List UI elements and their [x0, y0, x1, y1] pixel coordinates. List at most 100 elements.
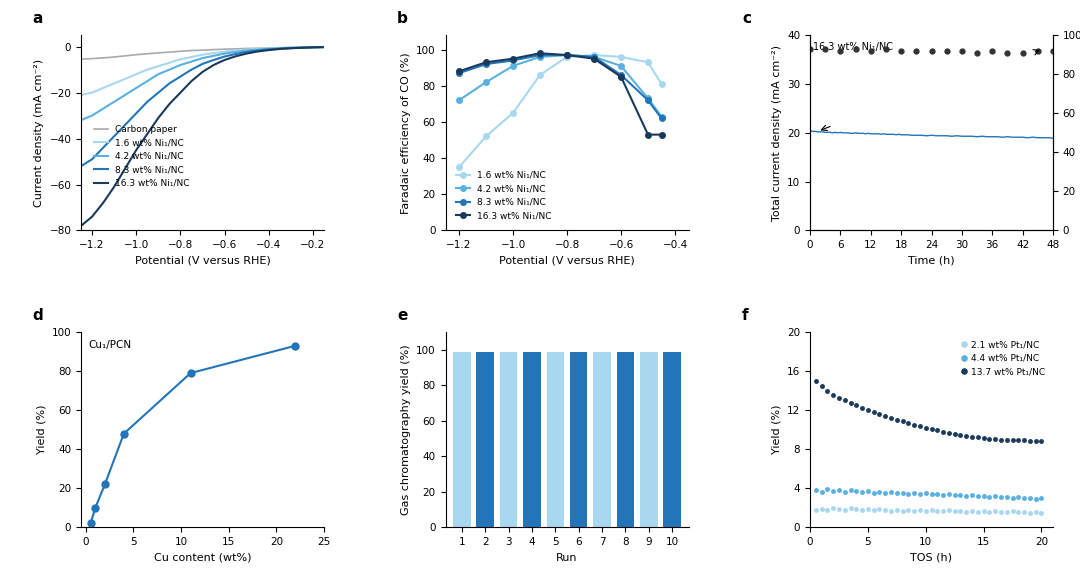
1.6 wt% Ni₁/NC — [534, 71, 546, 79]
8.3 wt% Ni₁/NC — [642, 97, 654, 104]
13.7 wt% Pt₁/NC — [931, 426, 944, 433]
2.1 wt% Pt₁/NC — [867, 506, 880, 513]
Carbon paper — [207, 46, 220, 53]
2.1 wt% Pt₁/NC — [838, 506, 851, 513]
1.6 wt% Ni₁/NC — [218, 48, 231, 55]
Carbon paper — [163, 49, 176, 56]
16.3 wt% Ni₁/NC — [507, 55, 519, 62]
13.7 wt% Pt₁/NC — [914, 423, 927, 430]
Carbon paper — [273, 45, 286, 52]
Text: e: e — [397, 308, 407, 323]
2.1 wt% Pt₁/NC — [924, 506, 937, 513]
8.3 wt% Ni₁/NC — [307, 44, 320, 51]
2.1 wt% Pt₁/NC — [936, 507, 949, 515]
16.3 wt% Ni₁/NC — [119, 165, 132, 172]
8.3 wt% Ni₁/NC — [561, 52, 573, 59]
16.3 wt% Ni₁/NC — [229, 53, 242, 60]
Line: 4.2 wt% Ni₁/NC: 4.2 wt% Ni₁/NC — [456, 52, 664, 120]
4.2 wt% Ni₁/NC — [229, 49, 242, 56]
1.6 wt% Ni₁/NC — [240, 46, 253, 53]
1.6 wt% Ni₁/NC — [197, 51, 210, 58]
4.4 wt% Pt₁/NC — [1007, 495, 1020, 502]
8.3 wt% Ni₁/NC — [185, 66, 198, 73]
4.4 wt% Pt₁/NC — [988, 493, 1001, 500]
X-axis label: Time (h): Time (h) — [908, 255, 955, 266]
2.1 wt% Pt₁/NC — [954, 507, 967, 515]
1.6 wt% Ni₁/NC — [273, 45, 286, 52]
Y-axis label: Total current density (mA cm⁻²): Total current density (mA cm⁻²) — [771, 45, 782, 221]
2.1 wt% Pt₁/NC — [855, 506, 868, 513]
2.1 wt% Pt₁/NC — [902, 506, 915, 513]
13.7 wt% Pt₁/NC — [936, 428, 949, 435]
4.2 wt% Ni₁/NC — [534, 53, 546, 60]
4.4 wt% Pt₁/NC — [936, 492, 949, 499]
2.1 wt% Pt₁/NC — [907, 507, 920, 515]
16.3 wt% Ni₁/NC — [75, 222, 87, 229]
Text: 16.3 wt% Ni₁/NC: 16.3 wt% Ni₁/NC — [812, 42, 892, 52]
4.2 wt% Ni₁/NC — [119, 91, 132, 98]
2.1 wt% Pt₁/NC — [873, 505, 886, 512]
8.3 wt% Ni₁/NC — [240, 49, 253, 56]
13.7 wt% Pt₁/NC — [960, 432, 973, 439]
4.2 wt% Ni₁/NC — [252, 46, 265, 53]
2.1 wt% Pt₁/NC — [943, 506, 956, 513]
Carbon paper — [218, 46, 231, 53]
4.4 wt% Pt₁/NC — [873, 489, 886, 496]
4.4 wt% Pt₁/NC — [914, 490, 927, 498]
2.1 wt% Pt₁/NC — [826, 505, 839, 512]
13.7 wt% Pt₁/NC — [907, 421, 920, 428]
4.4 wt% Pt₁/NC — [943, 490, 956, 498]
Y-axis label: Current density (mA cm⁻²): Current density (mA cm⁻²) — [33, 59, 44, 207]
2.1 wt% Pt₁/NC — [850, 505, 863, 512]
4.4 wt% Pt₁/NC — [977, 493, 990, 500]
Carbon paper — [296, 44, 309, 51]
13.7 wt% Pt₁/NC — [1017, 437, 1030, 444]
2.1 wt% Pt₁/NC — [1035, 509, 1048, 516]
Bar — [663, 352, 680, 527]
4.2 wt% Ni₁/NC — [480, 79, 492, 86]
16.3 wt% Ni₁/NC — [318, 43, 330, 50]
13.7 wt% Pt₁/NC — [948, 430, 961, 437]
Line: 2.1 wt% Pt₁/NC: 2.1 wt% Pt₁/NC — [814, 506, 1043, 515]
Bar — [476, 352, 494, 527]
13.7 wt% Pt₁/NC — [971, 433, 984, 440]
13.7 wt% Pt₁/NC — [1000, 436, 1013, 443]
2.1 wt% Pt₁/NC — [879, 506, 892, 513]
13.7 wt% Pt₁/NC — [879, 413, 892, 420]
Line: 8.3 wt% Ni₁/NC: 8.3 wt% Ni₁/NC — [456, 52, 664, 121]
4.4 wt% Pt₁/NC — [919, 490, 932, 497]
16.3 wt% Ni₁/NC — [252, 48, 265, 55]
2.1 wt% Pt₁/NC — [1029, 508, 1042, 515]
2.1 wt% Pt₁/NC — [919, 507, 932, 515]
4.4 wt% Pt₁/NC — [1000, 493, 1013, 500]
1.6 wt% Ni₁/NC — [453, 163, 465, 171]
Carbon paper — [307, 44, 320, 51]
2.1 wt% Pt₁/NC — [896, 507, 909, 515]
13.7 wt% Pt₁/NC — [838, 397, 851, 404]
1.6 wt% Ni₁/NC — [85, 89, 98, 96]
4.2 wt% Ni₁/NC — [152, 71, 165, 78]
1.6 wt% Ni₁/NC — [252, 46, 265, 53]
2.1 wt% Pt₁/NC — [815, 505, 828, 512]
4.4 wt% Pt₁/NC — [896, 490, 909, 497]
1.6 wt% Ni₁/NC — [229, 47, 242, 54]
1.6 wt% Ni₁/NC — [163, 59, 176, 66]
8.3 wt% Ni₁/NC — [85, 156, 98, 163]
1.6 wt% Ni₁/NC — [561, 53, 573, 60]
Carbon paper — [75, 56, 87, 63]
16.3 wt% Ni₁/NC — [185, 77, 198, 84]
13.7 wt% Pt₁/NC — [1024, 438, 1037, 445]
1.6 wt% Ni₁/NC — [296, 44, 309, 51]
Line: 13.7 wt% Pt₁/NC: 13.7 wt% Pt₁/NC — [814, 379, 1043, 443]
4.4 wt% Pt₁/NC — [1029, 496, 1042, 503]
Bar — [523, 352, 541, 527]
16.3 wt% Ni₁/NC — [534, 50, 546, 57]
Bar — [570, 352, 588, 527]
4.2 wt% Ni₁/NC — [85, 112, 98, 119]
4.2 wt% Ni₁/NC — [140, 77, 153, 84]
8.3 wt% Ni₁/NC — [284, 45, 297, 52]
4.2 wt% Ni₁/NC — [296, 44, 309, 51]
4.4 wt% Pt₁/NC — [879, 490, 892, 497]
1.6 wt% Ni₁/NC — [615, 53, 627, 60]
8.3 wt% Ni₁/NC — [262, 46, 275, 53]
